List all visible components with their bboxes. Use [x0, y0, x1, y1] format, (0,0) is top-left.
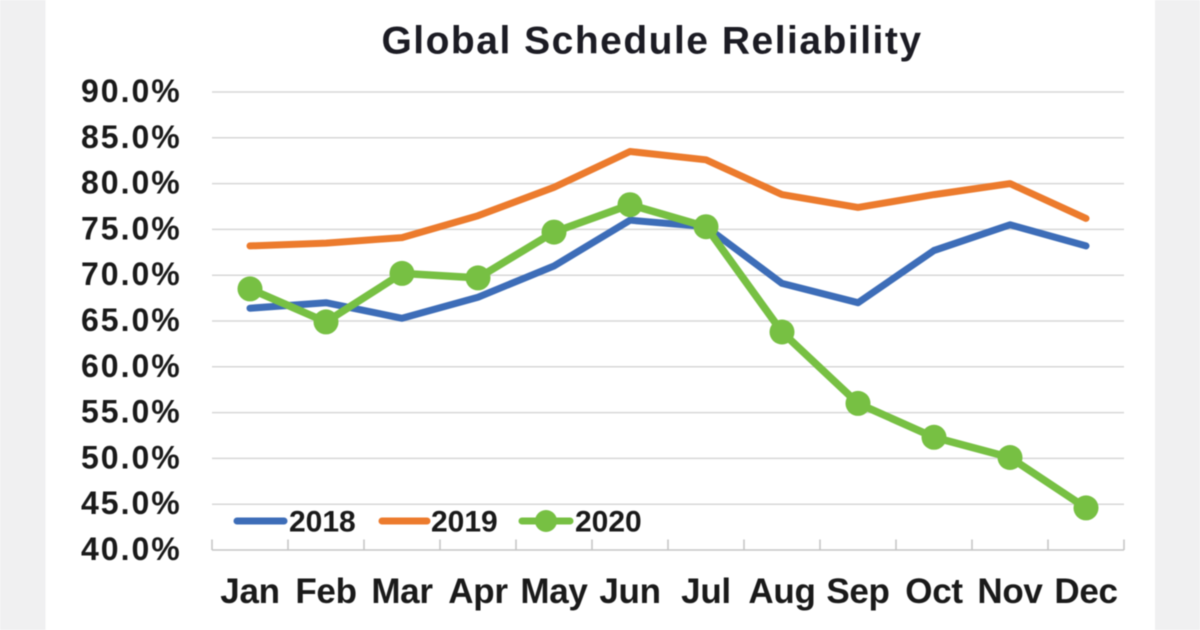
svg-text:45.0%: 45.0%	[81, 485, 182, 521]
svg-text:60.0%: 60.0%	[81, 348, 182, 384]
svg-text:May: May	[520, 572, 588, 611]
svg-text:Oct: Oct	[905, 572, 963, 611]
svg-text:75.0%: 75.0%	[81, 210, 182, 246]
svg-text:70.0%: 70.0%	[81, 256, 182, 292]
svg-text:Global Schedule Reliability: Global Schedule Reliability	[381, 20, 922, 63]
svg-text:2018: 2018	[289, 506, 356, 539]
svg-text:55.0%: 55.0%	[81, 394, 182, 430]
svg-text:Sep: Sep	[826, 572, 889, 611]
svg-text:Jan: Jan	[220, 572, 279, 611]
svg-text:Mar: Mar	[371, 572, 433, 611]
svg-text:90.0%: 90.0%	[81, 73, 182, 109]
svg-text:40.0%: 40.0%	[81, 531, 182, 567]
svg-text:Jun: Jun	[599, 572, 660, 611]
svg-text:Nov: Nov	[977, 572, 1043, 611]
svg-text:Jul: Jul	[681, 572, 731, 611]
svg-text:Apr: Apr	[448, 572, 508, 611]
svg-text:2020: 2020	[575, 506, 642, 539]
svg-text:2019: 2019	[431, 506, 498, 539]
svg-text:65.0%: 65.0%	[81, 302, 182, 338]
svg-text:50.0%: 50.0%	[81, 439, 182, 475]
svg-text:85.0%: 85.0%	[81, 119, 182, 155]
svg-text:Aug: Aug	[748, 572, 815, 611]
svg-text:Feb: Feb	[295, 572, 356, 611]
svg-text:80.0%: 80.0%	[81, 165, 182, 201]
svg-text:Dec: Dec	[1054, 572, 1117, 611]
